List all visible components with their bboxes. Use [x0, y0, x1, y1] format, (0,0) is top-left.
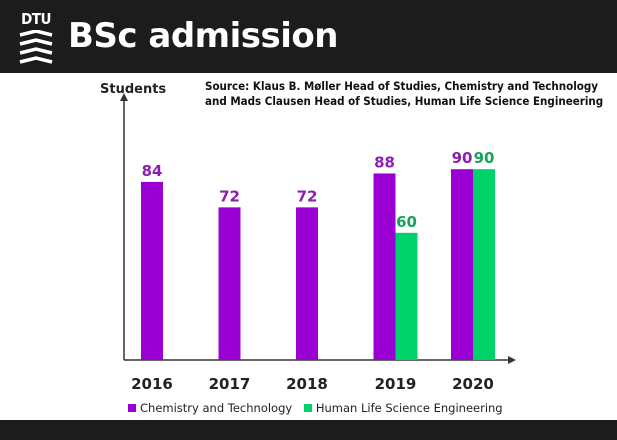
- data-label-chemistry-2017: 72: [219, 187, 240, 205]
- y-axis-label: Students: [100, 82, 166, 97]
- data-label-chemistry-2018: 72: [297, 187, 318, 205]
- page-title: BSc admission: [68, 16, 338, 56]
- header-bar: DTU BSc admission: [0, 0, 617, 73]
- x-tick-label-2018: 2018: [286, 375, 328, 393]
- data-label-human-life-2019: 60: [396, 213, 417, 231]
- y-axis-arrow: [120, 93, 128, 101]
- legend-swatch-chemistry: [128, 404, 136, 412]
- bar-chemistry-2019: [373, 173, 396, 360]
- x-tick-label-2017: 2017: [209, 375, 251, 393]
- source-line-1: Source: Klaus B. Møller Head of Studies,…: [205, 79, 599, 93]
- source-line-2: and Mads Clausen Head of Studies, Human …: [205, 94, 604, 108]
- logo-chevrons-icon: [19, 30, 53, 64]
- bar-chemistry-2020: [451, 169, 473, 360]
- data-label-chemistry-2019: 88: [374, 153, 395, 171]
- bar-chemistry-2016: [141, 181, 163, 360]
- x-tick-label-2019: 2019: [375, 375, 417, 393]
- x-axis-arrow: [508, 356, 516, 364]
- bar-chemistry-2018: [296, 207, 318, 360]
- data-label-chemistry-2016: 84: [142, 162, 163, 180]
- legend-label-human-life: Human Life Science Engineering: [315, 401, 503, 415]
- footer-bar: [0, 420, 617, 440]
- dtu-logo: DTU: [14, 10, 58, 64]
- legend-swatch-human-life: [303, 404, 312, 412]
- bar-chemistry-2017: [218, 207, 241, 360]
- chart-legend: Chemistry and Technology Human Life Scie…: [128, 401, 511, 415]
- legend-item-human-life: Human Life Science Engineering: [303, 401, 503, 415]
- chart-source-note: Source: Klaus B. Møller Head of Studies,…: [205, 79, 615, 109]
- data-label-chemistry-2020: 90: [452, 149, 473, 167]
- bar-human-life-2019: [395, 232, 418, 360]
- legend-label-chemistry: Chemistry and Technology: [140, 401, 293, 415]
- x-tick-label-2016: 2016: [131, 375, 173, 393]
- x-tick-label-2020: 2020: [452, 375, 494, 393]
- bar-human-life-2020: [473, 169, 495, 360]
- legend-item-chemistry: Chemistry and Technology: [128, 401, 292, 415]
- bar-chart: Students 84 2016 72 2017 72 2018 88 60 2019 90 90 20…: [100, 82, 516, 393]
- logo-text: DTU: [21, 10, 51, 28]
- data-label-human-life-2020: 90: [474, 149, 495, 167]
